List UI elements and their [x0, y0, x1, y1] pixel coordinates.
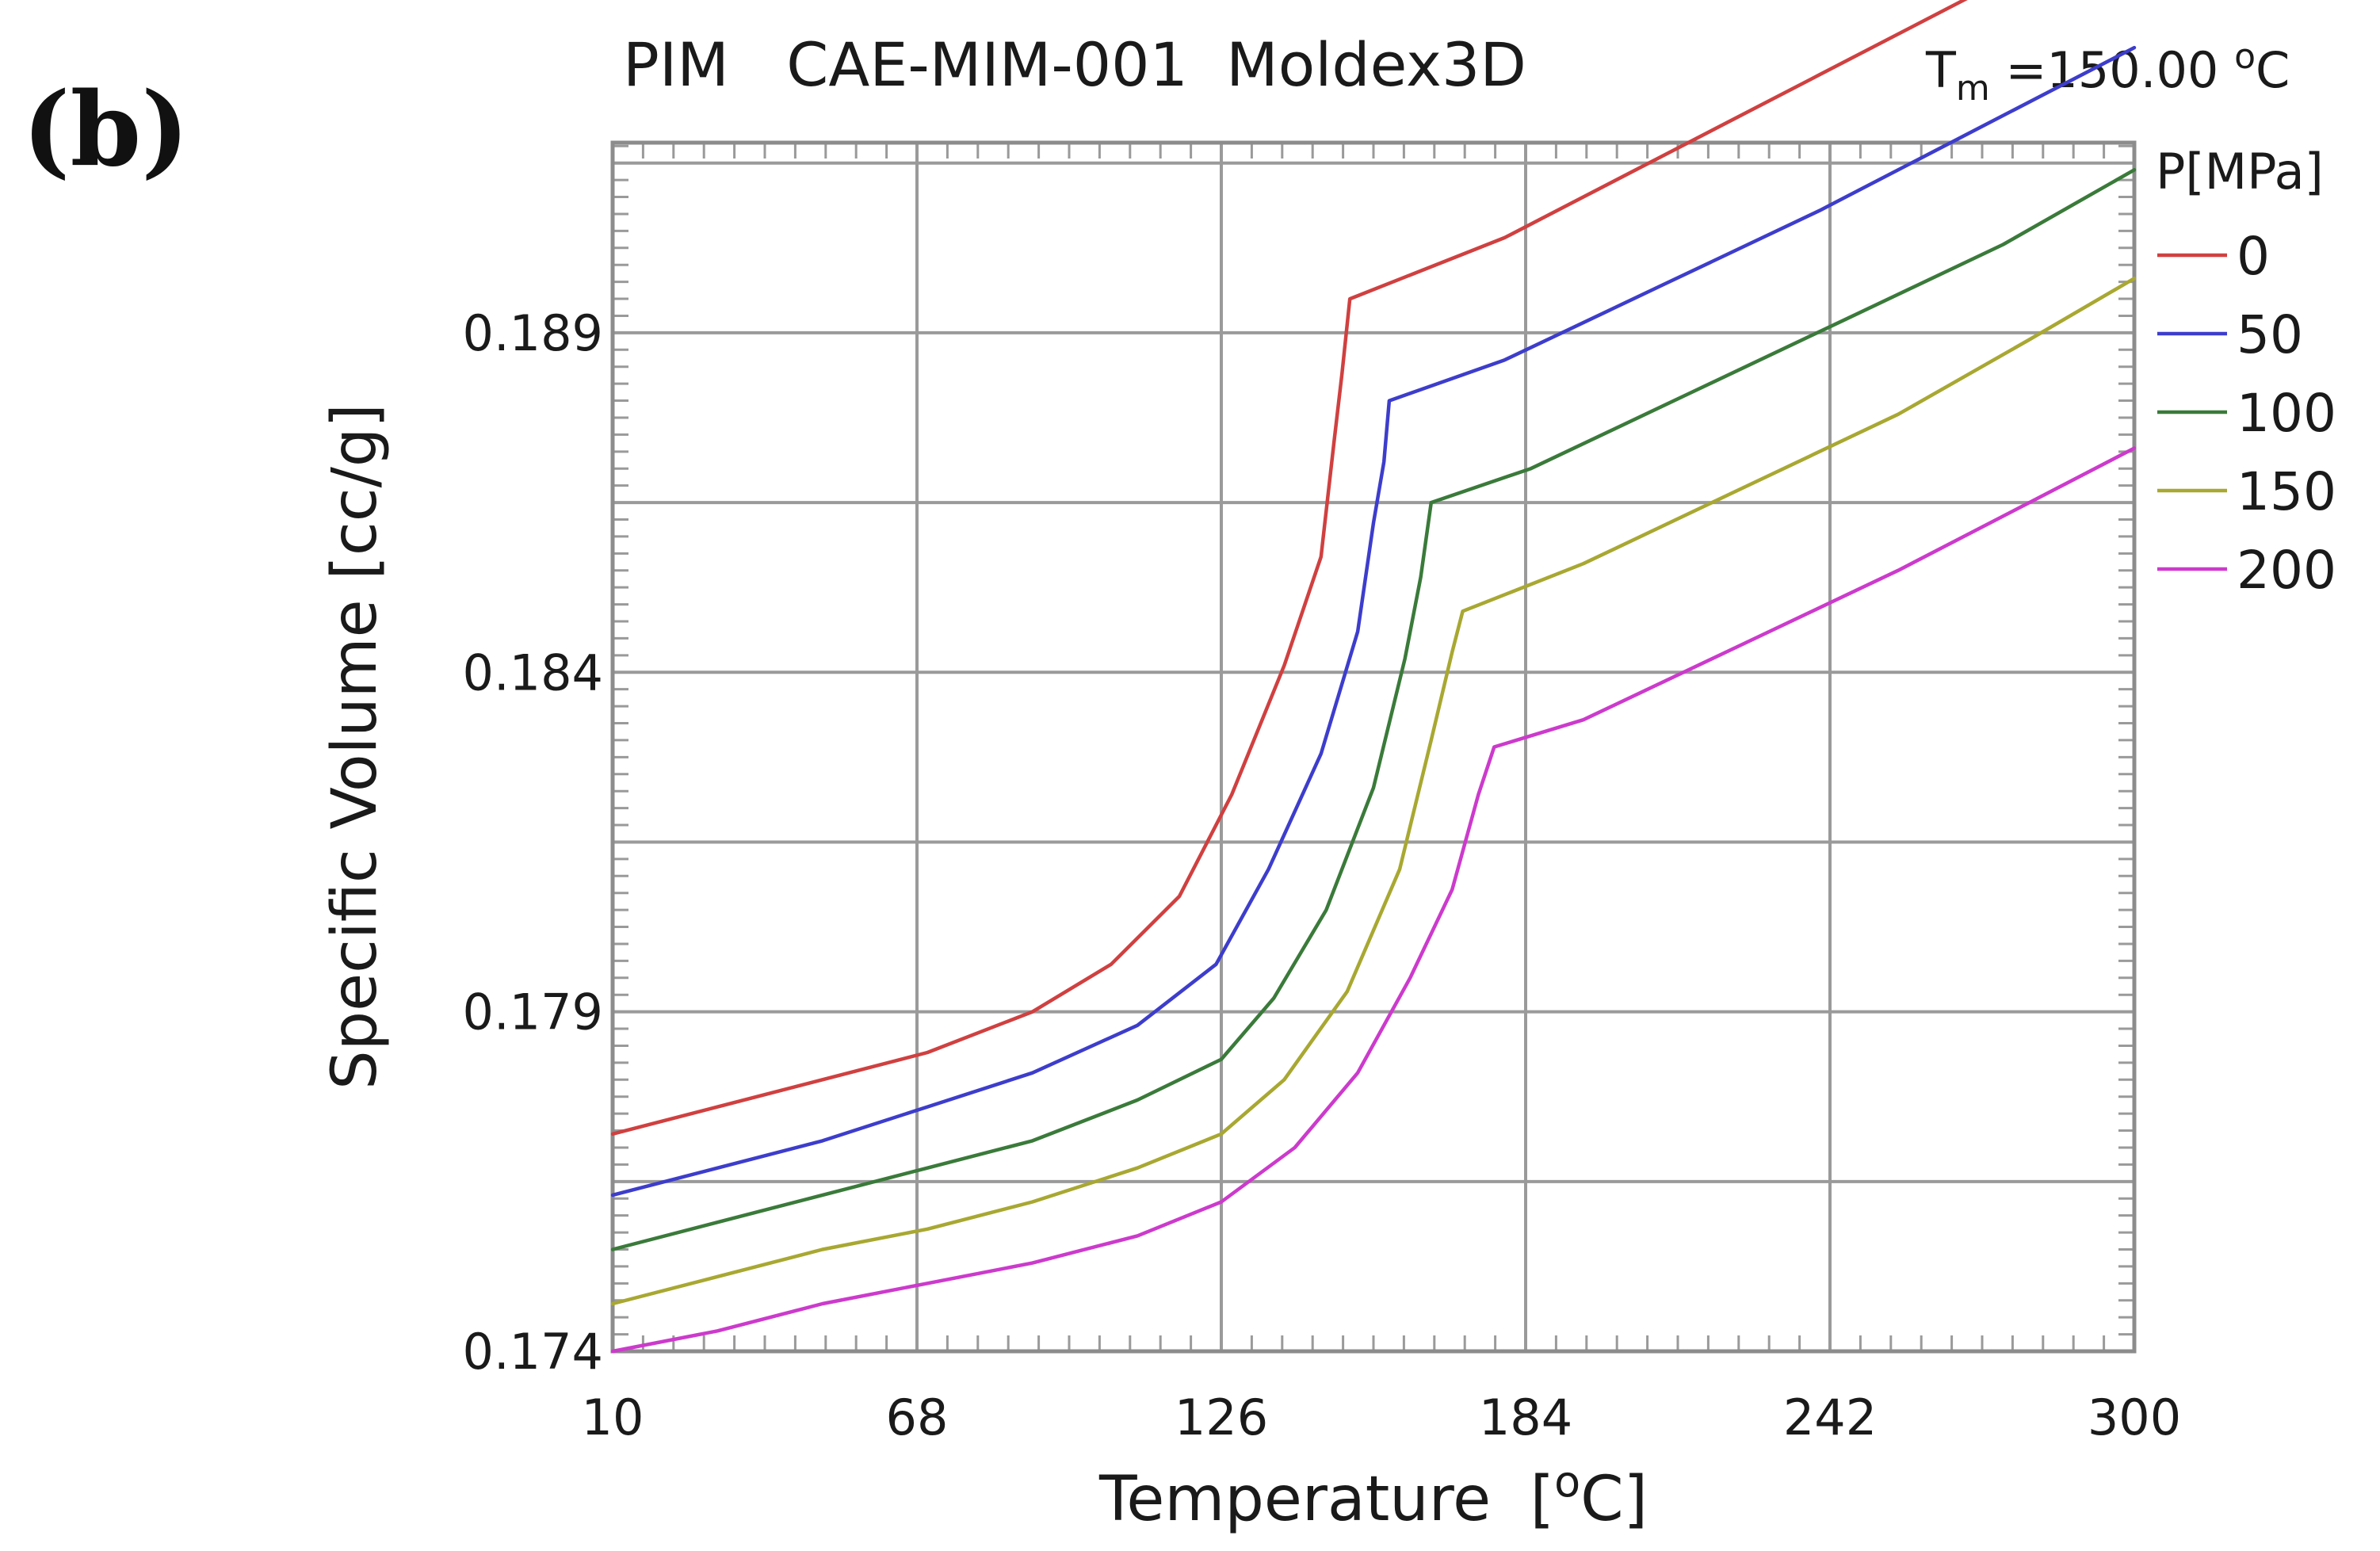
- x-tick-label-184: 184: [1479, 1389, 1572, 1446]
- x-tick-labels: 10 68 126 184 242 300: [582, 1389, 2182, 1446]
- legend-label-0mpa: 0: [2237, 226, 2270, 287]
- legend-label-200mpa: 200: [2237, 540, 2336, 601]
- series-line-200mpa: [610, 446, 2137, 1354]
- legend-label-100mpa: 100: [2237, 383, 2336, 444]
- tm-rest: =150.00: [1990, 41, 2234, 99]
- chart-title: PIM CAE-MIM-001 Moldex3D: [623, 29, 1526, 100]
- y-tick-label-0.184: 0.184: [463, 644, 604, 701]
- series-line-100mpa: [610, 168, 2137, 1251]
- tm-sub: m: [1956, 68, 1990, 109]
- minor-ticks: [611, 143, 2136, 1353]
- tm-unit: C: [2256, 41, 2290, 99]
- y-tick-label-0.189: 0.189: [463, 304, 604, 362]
- y-tick-label-0.174: 0.174: [463, 1323, 604, 1381]
- y-tick-labels: 0.174 0.179 0.184 0.189: [463, 304, 604, 1381]
- tm-base: T: [1925, 41, 1957, 99]
- x-tick-label-300: 300: [2088, 1389, 2181, 1446]
- x-tick-label-242: 242: [1783, 1389, 1877, 1446]
- series-line-150mpa: [610, 277, 2137, 1306]
- panel-label: (b): [22, 71, 189, 189]
- melt-temperature-label: Tm =150.00 oC: [1925, 36, 2290, 109]
- series-line-50mpa: [610, 45, 2137, 1198]
- x-tick-label-10: 10: [582, 1389, 644, 1446]
- series-group: [610, 0, 2137, 1354]
- y-axis-title: Specific Volume [cc/g]: [319, 403, 391, 1090]
- x-tick-label-126: 126: [1175, 1389, 1268, 1446]
- xlabel-sup: o: [1554, 1457, 1580, 1507]
- xlabel-unit: C]: [1580, 1464, 1648, 1535]
- legend-title: P[MPa]: [2156, 143, 2324, 201]
- y-tick-label-0.179: 0.179: [463, 984, 604, 1041]
- tm-sup: o: [2234, 36, 2256, 77]
- legend-label-150mpa: 150: [2237, 461, 2336, 522]
- legend-label-50mpa: 50: [2237, 304, 2303, 365]
- grid: [611, 143, 2136, 1353]
- plot-frame: [610, 140, 2137, 1354]
- series-line-0mpa: [610, 0, 1968, 1137]
- legend: P[MPa] 0 50 100 150 200: [2156, 143, 2336, 601]
- x-axis-title: Temperature [oC]: [1098, 1457, 1648, 1535]
- x-tick-label-68: 68: [886, 1389, 949, 1446]
- xlabel-main: Temperature [: [1098, 1464, 1554, 1535]
